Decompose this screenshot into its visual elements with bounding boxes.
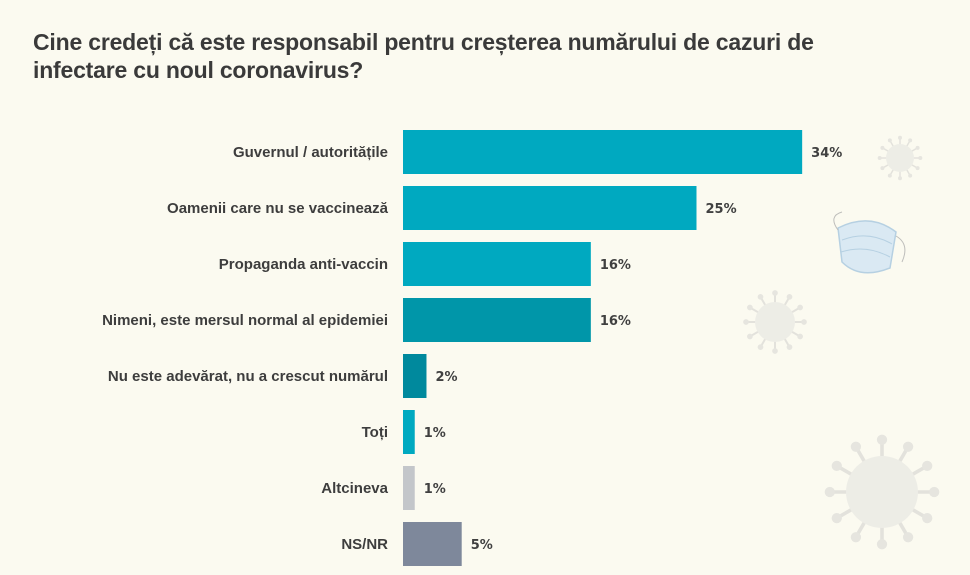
bar (403, 130, 803, 174)
face-mask-icon (833, 211, 906, 274)
chart-title: Cine credeți că este responsabil pentru … (33, 29, 814, 83)
virus-icon (743, 290, 807, 354)
category-label: Guvernul / autoritățile (233, 144, 388, 161)
data-label: 1% (424, 426, 446, 441)
bar (403, 186, 697, 230)
data-label: 25% (706, 202, 737, 217)
data-label: 16% (600, 314, 631, 329)
virus-icon (743, 135, 940, 550)
category-label: Nu este adevărat, nu a crescut numărul (108, 368, 388, 385)
data-label: 5% (471, 538, 493, 553)
category-label: NS/NR (341, 536, 388, 553)
data-label: 16% (600, 258, 631, 273)
category-label: Altcineva (321, 480, 388, 497)
category-label: Propaganda anti-vaccin (219, 256, 388, 273)
category-label: Oamenii care nu se vaccinează (167, 200, 389, 217)
virus-icon (877, 135, 923, 181)
virus-icon (824, 434, 940, 550)
category-label: Toți (362, 424, 388, 441)
decorations (743, 135, 940, 550)
bar (403, 466, 415, 510)
bar (403, 354, 427, 398)
bar (403, 242, 591, 286)
data-label: 34% (811, 146, 842, 161)
category-label: Nimeni, este mersul normal al epidemiei (102, 312, 388, 329)
bar (403, 410, 415, 454)
data-label: 1% (424, 482, 446, 497)
bar (403, 522, 462, 566)
data-label: 2% (435, 370, 457, 385)
bar (403, 298, 591, 342)
